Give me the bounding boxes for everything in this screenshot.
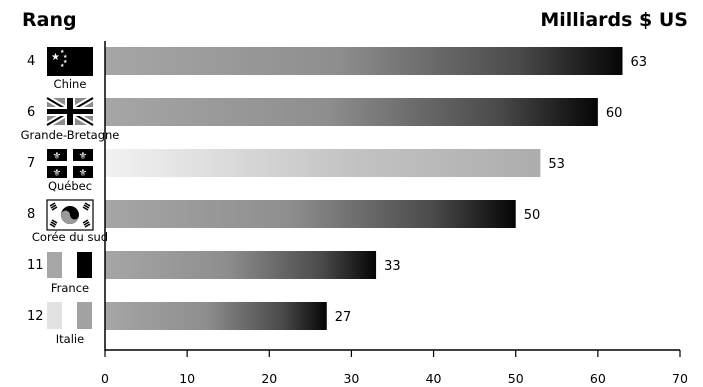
bar-value-label: 60 [606,106,623,121]
svg-text:⚜: ⚜ [53,151,62,162]
svg-text:⚜: ⚜ [53,168,62,179]
country-label: Corée du sud [32,230,108,244]
bar-italie [105,302,327,330]
x-tick-label: 10 [179,371,195,386]
x-axis-ticks: 0 10 20 30 40 50 60 70 [101,350,688,386]
flags-layer: ★ ★ ★ ★ ★ ⚜ ⚜ ⚜ ⚜ [45,47,95,329]
svg-text:★: ★ [60,63,65,69]
x-tick-label: 70 [672,371,688,386]
svg-text:⚜: ⚜ [79,168,88,179]
rank-header: Rang [22,9,77,31]
france-flag-icon [47,252,92,278]
value-unit-header: Milliards $ US [540,9,688,31]
uk-flag-icon [45,95,95,128]
rank-label: 4 [27,54,35,69]
svg-text:★: ★ [63,54,68,60]
x-tick-label: 50 [508,371,524,386]
bar-value-label: 63 [631,55,648,70]
country-label: Québec [48,179,92,193]
south-korea-flag-icon [46,199,94,231]
country-label: Chine [54,77,87,91]
x-tick-label: 0 [101,371,109,386]
bar-chine [105,47,623,75]
bar-value-label: 33 [384,259,401,274]
bar-corée-du-sud [105,200,516,228]
italy-flag-icon [47,302,92,329]
rank-label: 11 [27,258,44,273]
quebec-flag-icon: ⚜ ⚜ ⚜ ⚜ [47,149,93,179]
bars-layer [105,47,623,330]
bar-france [105,251,377,279]
rank-label: 6 [27,105,35,120]
country-label: Italie [56,332,84,346]
x-tick-label: 30 [343,371,359,386]
bar-grande-bretagne [105,98,598,126]
country-label: France [51,281,89,295]
bar-value-label: 50 [524,208,541,223]
svg-text:⚜: ⚜ [79,151,88,162]
labels-layer: 63 4 Chine 60 6 Grande-Bretagne 53 7 Québec 50 8 Co… [21,54,647,346]
rank-label: 8 [27,207,35,222]
rank-label: 7 [27,156,35,171]
country-label: Grande-Bretagne [21,128,120,142]
x-tick-label: 60 [590,371,606,386]
svg-text:★: ★ [63,59,68,65]
china-flag-icon: ★ ★ ★ ★ ★ [47,47,93,76]
x-tick-label: 20 [261,371,277,386]
bar-value-label: 53 [548,157,565,172]
bar-value-label: 27 [335,310,352,325]
svg-text:★: ★ [51,52,60,63]
rank-label: 12 [27,309,44,324]
bar-québec [105,149,541,177]
x-tick-label: 40 [426,371,442,386]
svg-text:★: ★ [60,49,65,55]
